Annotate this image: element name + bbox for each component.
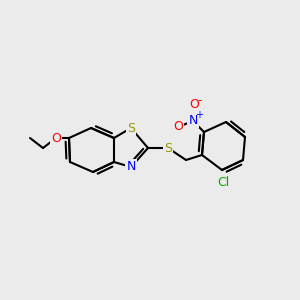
Text: N: N [126, 160, 136, 173]
Text: O: O [189, 98, 199, 110]
Text: O: O [173, 121, 183, 134]
Text: S: S [164, 142, 172, 154]
Text: O: O [51, 131, 61, 145]
Text: S: S [127, 122, 135, 134]
Text: N: N [188, 113, 198, 127]
Text: Cl: Cl [217, 176, 229, 188]
Text: -: - [198, 94, 202, 107]
Text: +: + [195, 110, 203, 120]
